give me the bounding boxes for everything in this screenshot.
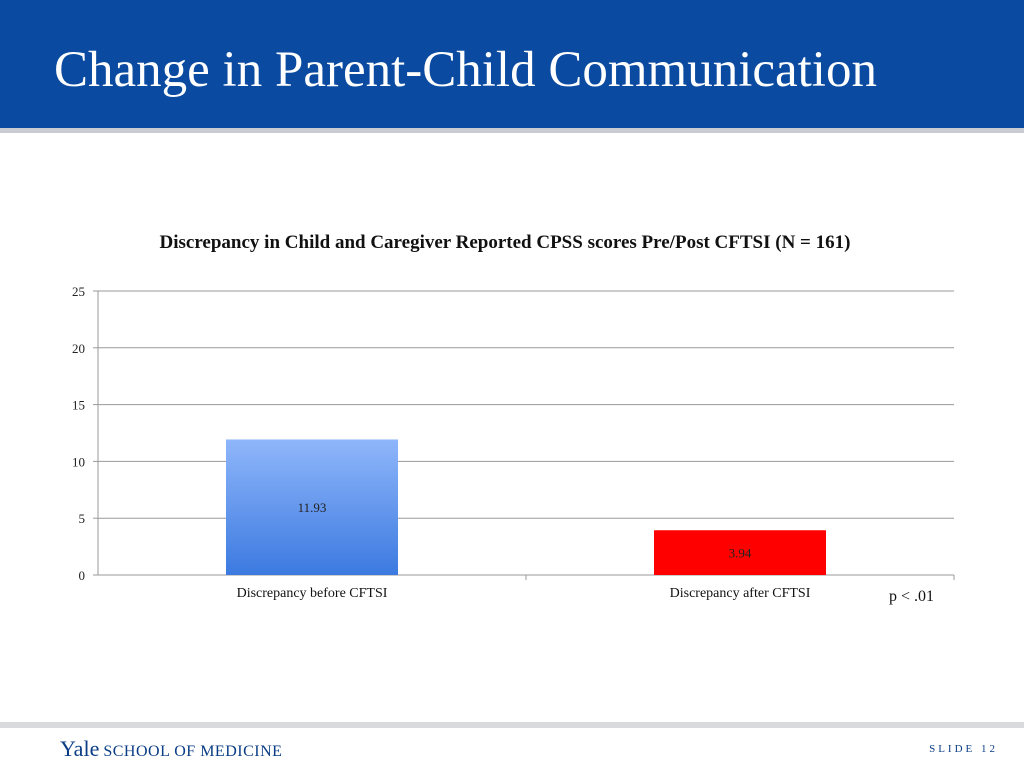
p-value-annotation: p < .01	[889, 588, 935, 605]
chart-title: Discrepancy in Child and Caregiver Repor…	[159, 232, 851, 253]
y-tick-label: 25	[72, 284, 85, 299]
logo-school-text: SCHOOL OF MEDICINE	[103, 743, 283, 760]
y-tick-label: 20	[72, 341, 85, 356]
y-tick-label: 0	[79, 568, 86, 583]
bar-before	[226, 439, 398, 575]
footer-divider	[0, 722, 1024, 728]
logo-yale-text: Yale	[60, 736, 100, 761]
slide-title: Change in Parent-Child Communication	[54, 42, 877, 98]
yale-school-of-medicine-logo: Yale SCHOOL OF MEDICINE	[60, 736, 282, 762]
data-label: 3.94	[729, 546, 752, 561]
slide-header	[0, 0, 1024, 128]
header-divider	[0, 128, 1024, 133]
y-tick-label: 10	[72, 454, 85, 469]
data-label: 11.93	[298, 500, 327, 515]
y-tick-label: 5	[79, 511, 86, 526]
y-tick-label: 15	[72, 398, 85, 413]
bar-after	[654, 530, 826, 575]
x-category-label: Discrepancy after CFTSI	[670, 586, 811, 601]
x-category-label: Discrepancy before CFTSI	[237, 586, 388, 601]
slide-number: SLIDE 12	[929, 743, 998, 755]
